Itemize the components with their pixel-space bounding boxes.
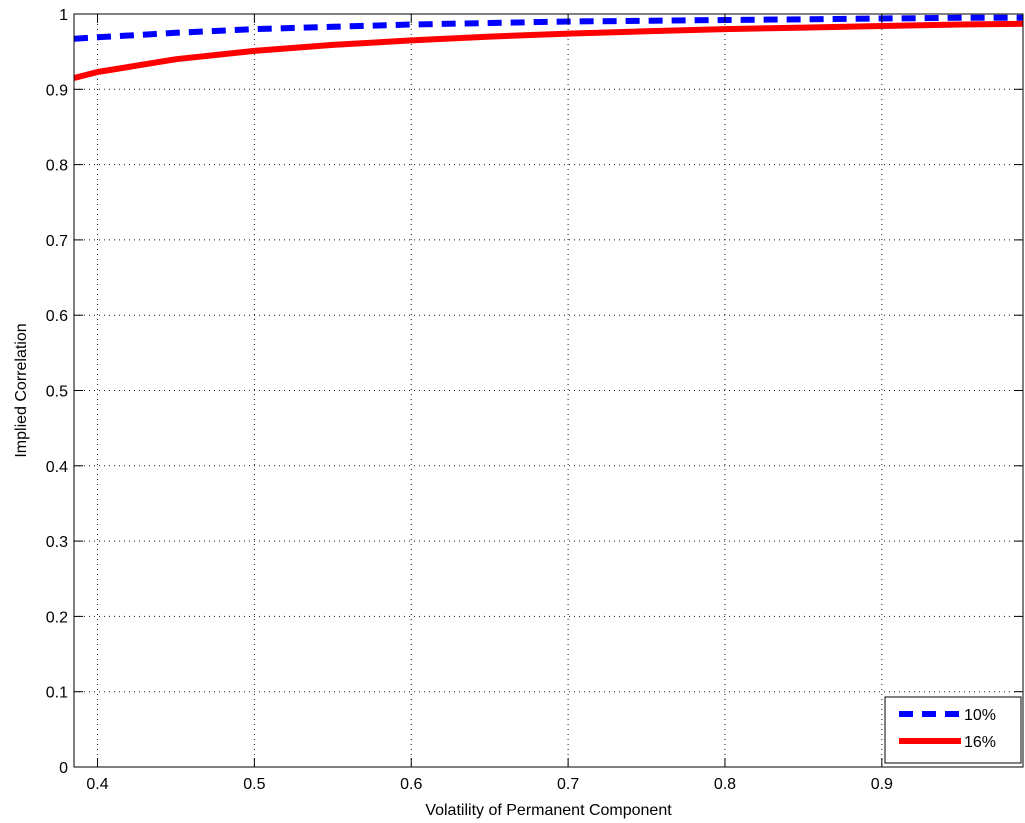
legend: 10% 16% — [884, 696, 1022, 764]
y-tick-label: 0.4 — [46, 459, 68, 476]
y-tick-label: 0.6 — [46, 308, 68, 325]
series-line-0 — [73, 14, 1023, 42]
y-tick-label: 0 — [59, 760, 68, 777]
y-tick-label: 0.9 — [46, 82, 68, 99]
y-tick-label: 1 — [59, 7, 68, 24]
y-tick-label: 0.1 — [46, 685, 68, 702]
x-tick-label: 0.4 — [86, 776, 108, 793]
legend-label-1: 16% — [964, 734, 996, 751]
series-layer — [73, 14, 1024, 81]
x-tick-label: 0.9 — [871, 776, 893, 793]
y-tick-label: 0.2 — [46, 609, 68, 626]
y-tick-label: 0.7 — [46, 233, 68, 250]
x-tick-label: 0.5 — [243, 776, 265, 793]
x-tick-label: 0.8 — [714, 776, 736, 793]
legend-box — [884, 696, 1022, 764]
legend-label-0: 10% — [964, 707, 996, 724]
x-tick-label: 0.6 — [400, 776, 422, 793]
tick-layer: 0.4 0.5 0.6 0.7 0.8 0.9 0 0.1 0.2 0.3 0.4 0.5 0.6 0.7… — [46, 7, 1023, 793]
y-tick-label: 0.3 — [46, 534, 68, 551]
grid-layer — [74, 14, 1023, 767]
y-axis-title: Implied Correlation — [13, 323, 30, 457]
y-tick-label: 0.5 — [46, 384, 68, 401]
series-line-1 — [73, 20, 1024, 81]
y-tick-label: 0.8 — [46, 158, 68, 175]
x-axis-title: Volatility of Permanent Component — [425, 802, 672, 819]
x-tick-label: 0.7 — [557, 776, 579, 793]
